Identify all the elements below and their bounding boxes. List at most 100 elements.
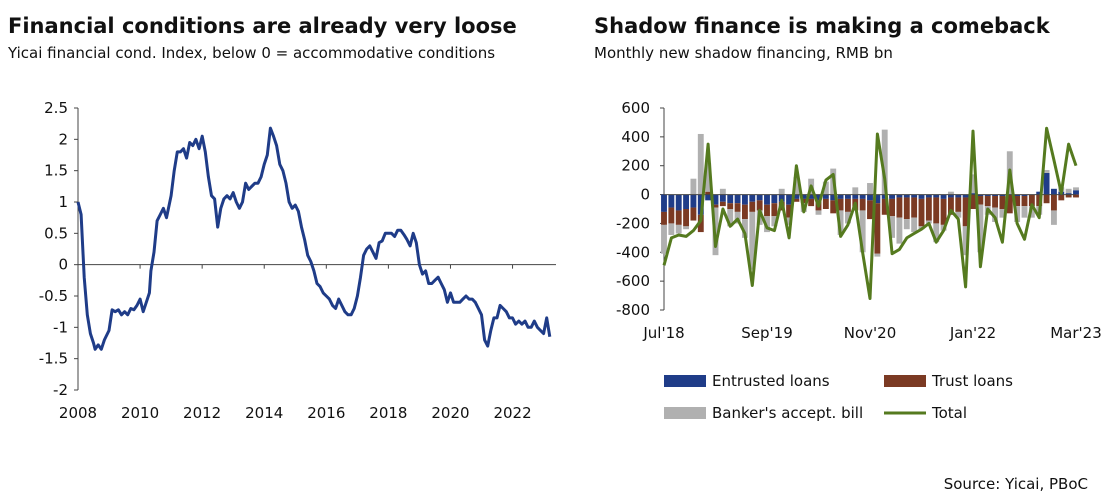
bar-entrusted [1021, 194, 1028, 197]
bar-entrusted [874, 194, 881, 204]
bar-bankers [815, 210, 822, 215]
bar-trust [1065, 194, 1072, 198]
right-chart-title: Shadow finance is making a comeback [594, 14, 1050, 38]
bar-trust [741, 204, 748, 220]
bar-entrusted [933, 194, 940, 198]
bar-entrusted [800, 194, 807, 199]
bar-trust [1043, 194, 1050, 204]
bar-bankers [705, 162, 712, 192]
bar-bankers [852, 187, 859, 195]
bar-trust [800, 198, 807, 204]
bar-bankers [727, 209, 734, 227]
bar-entrusted [734, 194, 741, 204]
bar-trust [719, 201, 726, 207]
left-x-tick-label: 2010 [121, 404, 159, 422]
bar-entrusted [1050, 188, 1057, 195]
bar-trust [955, 197, 962, 212]
bar-bankers [771, 216, 778, 227]
bar-entrusted [741, 194, 748, 205]
left-chart-title: Financial conditions are already very lo… [8, 14, 517, 38]
bar-bankers [859, 210, 866, 253]
bar-bankers [786, 217, 793, 225]
right-x-tick-label: Jan'22 [949, 324, 996, 342]
bar-trust [675, 210, 682, 225]
right-y-tick-label: -400 [616, 243, 650, 261]
bar-entrusted [925, 194, 932, 198]
bar-entrusted [675, 194, 682, 211]
bar-trust [940, 198, 947, 225]
bar-entrusted [911, 194, 918, 198]
bar-trust [756, 200, 763, 211]
bar-trust [786, 204, 793, 218]
bar-bankers [970, 174, 976, 194]
bar-entrusted [1043, 172, 1050, 195]
bar-trust [764, 204, 770, 217]
right-y-tick-label: 0 [640, 186, 650, 204]
legend-swatch-entrusted [664, 375, 706, 387]
left-y-tick-label: 0 [58, 256, 68, 274]
bar-entrusted [903, 194, 910, 198]
right-y-tick-label: 600 [621, 99, 650, 117]
bar-trust [903, 197, 910, 220]
bar-trust [984, 196, 991, 207]
right-x-tick-label: Jul'18 [642, 324, 684, 342]
bar-entrusted [749, 194, 756, 202]
bar-trust [705, 191, 712, 195]
bar-bankers [749, 211, 756, 270]
bar-entrusted [830, 194, 837, 201]
bar-bankers [741, 219, 748, 238]
bar-trust [771, 203, 778, 217]
bar-entrusted [778, 194, 785, 202]
bar-bankers [1043, 170, 1050, 173]
bar-entrusted [727, 194, 734, 204]
left-x-tick-label: 2022 [493, 404, 531, 422]
legend-swatch-trust [884, 375, 926, 387]
bar-entrusted [889, 194, 896, 199]
bar-trust [712, 204, 719, 208]
bar-entrusted [955, 194, 962, 198]
bar-bankers [867, 183, 873, 195]
bar-trust [911, 197, 918, 218]
left-x-tick-label: 2008 [59, 404, 97, 422]
bar-bankers [955, 211, 962, 218]
bar-bankers [874, 253, 881, 257]
fci-line-chart: 2.5 2 1.5 1 0.5 0 -0.5 -1 -1.5 -2 2008 2010 2012 2014… [39, 99, 556, 422]
bar-trust [1028, 194, 1035, 207]
bar-trust [1014, 196, 1021, 207]
legend-label-entrusted: Entrusted loans [712, 372, 830, 390]
right-y-tick-label: -200 [616, 214, 650, 232]
left-x-tick-label: 2016 [307, 404, 345, 422]
bar-entrusted [970, 193, 976, 195]
bar-entrusted [756, 194, 763, 201]
bar-trust [1050, 194, 1057, 211]
bar-entrusted [962, 194, 969, 198]
bar-entrusted [668, 194, 675, 208]
right-x-tick-label: Nov'20 [844, 324, 897, 342]
bar-trust [830, 200, 837, 214]
bar-bankers [881, 129, 888, 195]
bar-bankers [977, 204, 984, 253]
bar-trust [749, 201, 756, 212]
bar-bankers [903, 219, 910, 230]
bar-entrusted [947, 194, 954, 198]
bar-trust [683, 209, 690, 227]
bar-bankers [947, 191, 954, 195]
bar-entrusted [786, 194, 793, 205]
bar-trust [734, 203, 741, 212]
bar-entrusted [712, 194, 719, 205]
bar-entrusted [1073, 190, 1079, 195]
bar-trust [874, 203, 881, 254]
left-y-tick-label: -0.5 [39, 287, 68, 305]
bar-entrusted [859, 194, 866, 199]
left-y-tick-label: 0.5 [44, 224, 68, 242]
right-x-tick-label: Mar'23 [1050, 324, 1102, 342]
left-y-tick-label: -1 [53, 318, 68, 336]
bar-bankers [1073, 187, 1079, 191]
bar-bankers [683, 226, 690, 230]
bar-bankers [896, 217, 903, 244]
bar-bankers [999, 209, 1006, 218]
bar-bankers [1050, 210, 1057, 225]
bar-trust [881, 198, 888, 215]
bar-trust [1073, 194, 1079, 198]
